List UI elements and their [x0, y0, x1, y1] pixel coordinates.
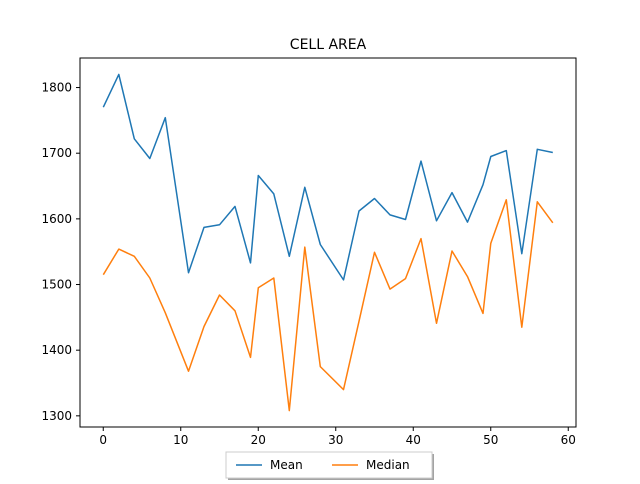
y-tick-label: 1800	[41, 81, 72, 95]
plot-frame	[79, 57, 577, 428]
plot-area	[102, 73, 554, 412]
y-tick-label: 1700	[41, 146, 72, 160]
x-tick-label: 60	[561, 433, 576, 447]
legend: Mean Median	[225, 451, 434, 480]
x-axis: 0 10 20 30 40 50 60	[99, 427, 576, 447]
y-tick-label: 1500	[41, 278, 72, 292]
legend-label-mean: Mean	[270, 458, 303, 472]
x-tick-label: 0	[99, 433, 107, 447]
x-tick-label: 30	[328, 433, 343, 447]
y-tick-label: 1400	[41, 343, 72, 357]
series-line-median	[102, 199, 554, 412]
x-tick-label: 50	[483, 433, 498, 447]
y-tick-label: 1300	[41, 409, 72, 423]
chart-title: CELL AREA	[290, 37, 367, 53]
series-line-mean	[102, 73, 553, 281]
y-tick-label: 1600	[41, 212, 72, 226]
legend-label-median: Median	[366, 458, 410, 472]
x-tick-label: 20	[251, 433, 266, 447]
x-tick-label: 10	[173, 433, 188, 447]
x-tick-label: 40	[406, 433, 421, 447]
y-axis: 1300 1400 1500 1600 1700 1800	[41, 81, 80, 423]
